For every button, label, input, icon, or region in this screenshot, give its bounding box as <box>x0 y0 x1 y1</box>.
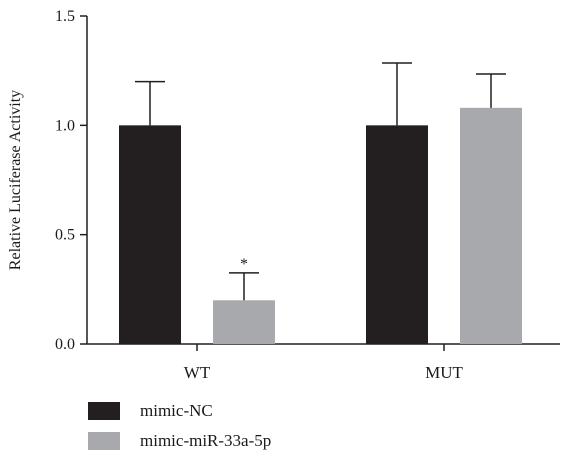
y-tick-label: 0.0 <box>55 336 75 353</box>
legend-item-mimic-nc: mimic-NC <box>88 398 271 424</box>
bar <box>119 125 181 344</box>
y-tick-label: 0.5 <box>55 227 75 244</box>
bar <box>460 107 522 344</box>
bars <box>119 107 522 344</box>
legend-label-mimic-mir-33a-5p: mimic-miR-33a-5p <box>140 431 272 450</box>
y-axis-label: Relative Luciferase Activity <box>7 90 24 270</box>
x-tick-label: MUT <box>425 363 463 382</box>
bar <box>213 300 275 344</box>
error-bars <box>135 62 506 301</box>
x-tick-label: WT <box>184 363 211 382</box>
y-tick-label: 1.5 <box>55 8 75 25</box>
y-axis: 0.0 0.5 1.0 1.5 <box>55 8 88 353</box>
legend-swatch-mimic-nc <box>88 402 120 420</box>
y-tick-label: 1.0 <box>55 117 75 134</box>
significance-marker: * <box>240 256 248 273</box>
legend-label-mimic-nc: mimic-NC <box>140 401 213 420</box>
x-axis: WT MUT <box>87 343 560 382</box>
legend-item-mimic-mir-33a-5p: mimic-miR-33a-5p <box>88 428 271 454</box>
bar-chart: 0.0 0.5 1.0 1.5 WT MUT * Relative Luciferase… <box>7 8 560 382</box>
annotations: * <box>240 256 248 273</box>
bar <box>366 125 428 344</box>
legend: mimic-NC mimic-miR-33a-5p <box>88 398 271 458</box>
legend-swatch-mimic-mir-33a-5p <box>88 432 120 450</box>
